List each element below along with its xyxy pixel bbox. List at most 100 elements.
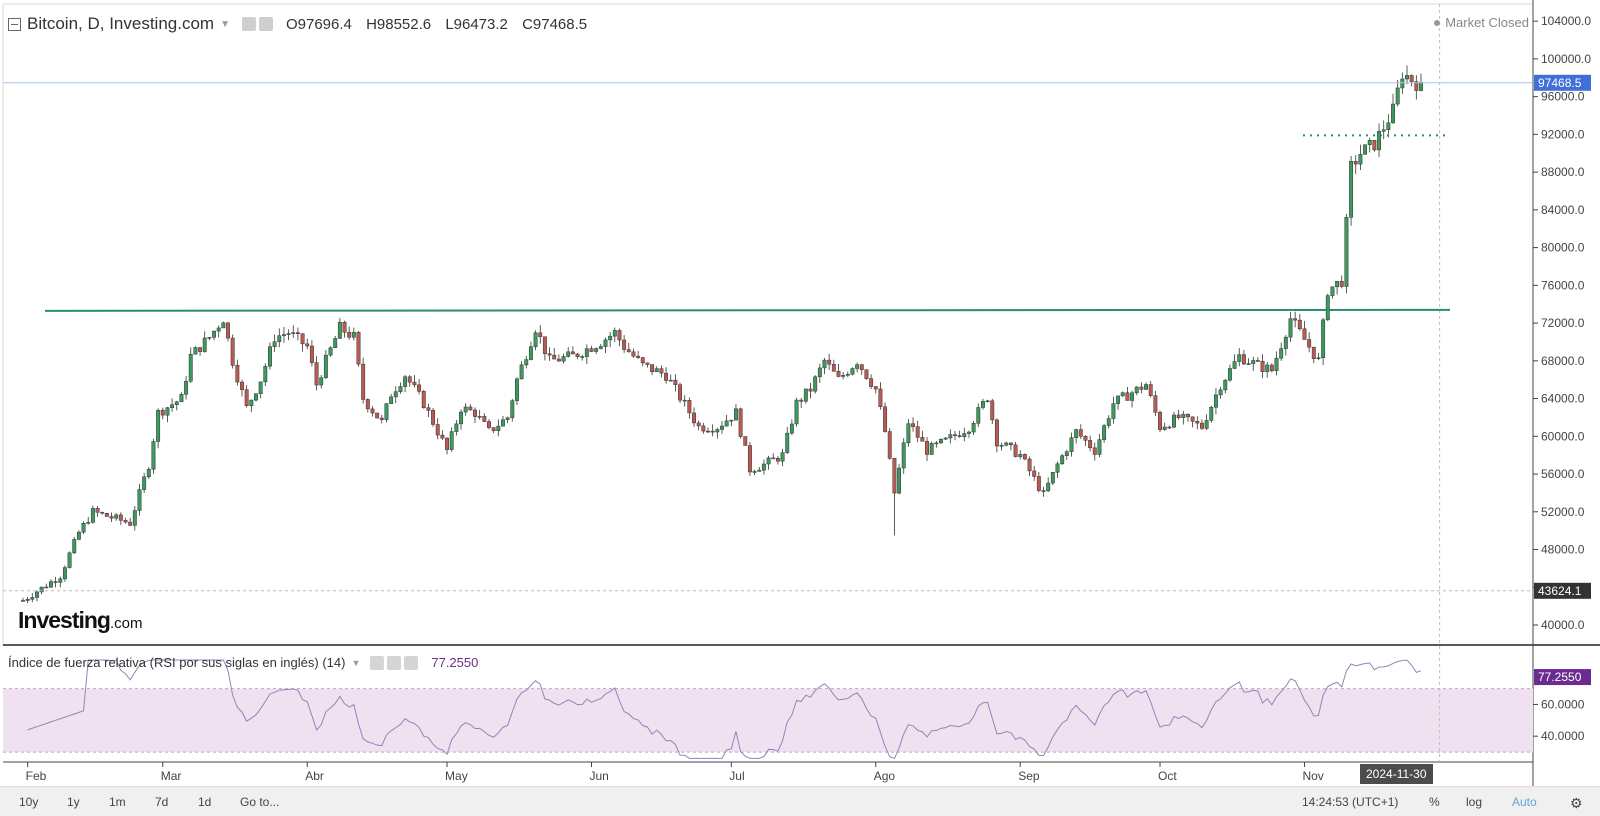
symbol-title[interactable]: Bitcoin, D, Investing.com [27, 14, 215, 33]
candle-body [561, 356, 566, 362]
candle-body [389, 396, 394, 404]
candle-body [1269, 364, 1274, 371]
candle-body [342, 321, 347, 333]
x-tick-label: Jul [729, 769, 744, 783]
candle-body [528, 346, 533, 360]
candle-body [198, 347, 203, 352]
candle-body [710, 430, 715, 433]
candle-body [1060, 455, 1065, 465]
candle-body [398, 386, 403, 392]
candle-body [226, 322, 230, 339]
candle-body [1344, 217, 1349, 287]
candle-body [151, 441, 156, 470]
candle-body [650, 364, 655, 373]
candle-body [165, 407, 170, 416]
candle-body [967, 431, 971, 434]
candle-body [659, 368, 664, 374]
candle-body [687, 400, 692, 414]
candle-body [645, 362, 650, 365]
candle-body [542, 336, 547, 354]
chevron-down-icon[interactable]: ▼ [220, 18, 230, 30]
range-10y-button[interactable]: 10y [19, 795, 39, 809]
candle-body [90, 508, 95, 523]
candle-body [692, 412, 696, 424]
candle-body [1419, 82, 1423, 91]
last-price-badge-text: 97468.5 [1538, 76, 1582, 90]
candle-body [1251, 360, 1256, 364]
candle-body [962, 433, 967, 437]
eye-icon[interactable] [241, 17, 256, 31]
price-chart[interactable]: 104000.0 100000.0 96000.0 92000.0 88000.0 840… [0, 0, 1600, 786]
candle-body [980, 401, 985, 408]
candle-body [822, 359, 827, 369]
candle-body [743, 436, 748, 446]
candle-body [1027, 458, 1032, 472]
candle-body [1050, 472, 1055, 484]
y-tick-label: 64000.0 [1541, 392, 1585, 406]
percent-toggle[interactable]: % [1429, 795, 1440, 809]
candle-body [1055, 463, 1060, 473]
gear-icon[interactable] [387, 655, 402, 670]
range-7d-button[interactable]: 7d [155, 795, 169, 809]
y-tick-label: 76000.0 [1541, 278, 1585, 292]
candle-body [594, 348, 599, 352]
candle-body [780, 452, 785, 462]
candle-body [873, 386, 878, 390]
candle-body [738, 408, 743, 437]
y-tick-label: 68000.0 [1541, 354, 1585, 368]
candle-body [901, 442, 906, 469]
candle-body [1106, 418, 1111, 426]
x-tick-label: Mar [161, 769, 182, 783]
range-1y-button[interactable]: 1y [67, 795, 80, 809]
rsi-title[interactable]: Índice de fuerza relativa (RSI por sus s… [8, 655, 346, 670]
candle-body [617, 330, 622, 341]
auto-toggle[interactable]: Auto [1512, 795, 1537, 809]
candle-body [1008, 442, 1013, 446]
candle-body [174, 401, 179, 405]
candle-body [664, 372, 669, 381]
x-tick-label: Abr [305, 769, 324, 783]
range-1m-button[interactable]: 1m [109, 795, 126, 809]
candle-body [35, 591, 39, 598]
candle-body [752, 471, 757, 473]
candle-body [1032, 470, 1037, 477]
candle-body [771, 457, 776, 460]
candle-body [682, 399, 687, 402]
goto-button[interactable]: Go to... [240, 795, 280, 809]
x-tick-label: May [445, 769, 468, 783]
candle-body [230, 337, 235, 366]
x-tick-label: Feb [26, 769, 47, 783]
collapse-icon[interactable] [8, 17, 21, 31]
candle-body [1195, 421, 1200, 424]
close-icon[interactable] [404, 655, 419, 670]
candle-body [976, 407, 981, 424]
candle-body [351, 332, 356, 338]
candle-body [678, 384, 682, 401]
candle-body [62, 567, 67, 580]
chevron-down-icon[interactable]: ▼ [351, 657, 361, 668]
candle-body [799, 399, 804, 402]
candle-body [556, 358, 561, 362]
candle-body [244, 389, 249, 406]
candle-body [640, 357, 645, 364]
candle-body [1069, 437, 1074, 452]
candle-body [445, 437, 449, 450]
candle-body [971, 423, 976, 433]
eye-icon[interactable] [370, 655, 385, 670]
settings-gear-icon[interactable]: ⚙ [1570, 795, 1583, 811]
candle-body [39, 586, 44, 593]
candle-body [1372, 139, 1377, 151]
gear-icon[interactable] [258, 17, 273, 31]
candle-body [570, 351, 575, 355]
candle-body [1102, 425, 1107, 440]
rsi-value-badge [1534, 669, 1591, 686]
log-toggle[interactable]: log [1466, 795, 1483, 809]
candle-body [1074, 429, 1079, 438]
candle-body [939, 438, 943, 444]
candle-body [216, 327, 221, 332]
candle-body [58, 578, 63, 583]
candle-body [514, 378, 519, 401]
candle-body [1409, 75, 1414, 82]
range-1d-button[interactable]: 1d [198, 795, 212, 809]
candle-body [1144, 384, 1148, 390]
